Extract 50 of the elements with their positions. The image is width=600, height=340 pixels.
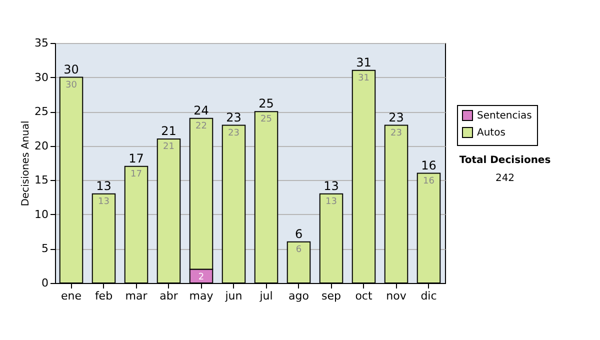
x-tick-label: nov bbox=[386, 290, 407, 302]
y-tick-label: 35 bbox=[34, 36, 48, 50]
data-label: 22 bbox=[196, 121, 207, 132]
y-tick-label: 15 bbox=[34, 174, 48, 187]
x-tick-label: feb bbox=[94, 290, 113, 302]
x-tick-label: ago bbox=[288, 290, 310, 302]
y-tick-label: 0 bbox=[42, 276, 48, 290]
data-label: 21 bbox=[163, 142, 174, 152]
data-label: 23 bbox=[390, 128, 402, 138]
x-tick-label: jul bbox=[258, 290, 273, 302]
y-tick-label: 5 bbox=[42, 242, 48, 256]
legend-label: Autos bbox=[477, 128, 506, 138]
data-label: 13 bbox=[326, 196, 337, 207]
total-label: 24 bbox=[194, 103, 209, 118]
x-tick-label: dic bbox=[420, 290, 437, 302]
total-label: 13 bbox=[324, 178, 339, 193]
total-label: 23 bbox=[388, 110, 404, 124]
x-tick-label: oct bbox=[355, 290, 373, 302]
total-label: 21 bbox=[161, 124, 176, 138]
total-label: 16 bbox=[421, 158, 436, 172]
x-tick-label: jun bbox=[224, 290, 242, 302]
y-tick-label: 30 bbox=[34, 70, 48, 84]
data-label: 23 bbox=[228, 128, 240, 138]
total-label: 31 bbox=[356, 55, 372, 70]
text: 242 bbox=[495, 173, 515, 184]
legend-label: Sentencias bbox=[477, 110, 532, 122]
y-tick-label: 10 bbox=[34, 208, 48, 221]
y-tick-label: 20 bbox=[34, 139, 48, 152]
x-tick-label: sep bbox=[322, 290, 342, 302]
total-label: 6 bbox=[294, 226, 303, 241]
data-label: 6 bbox=[296, 244, 302, 255]
total-label: 13 bbox=[96, 178, 112, 193]
x-tick-label: abr bbox=[160, 290, 178, 302]
x-tick-label: mar bbox=[125, 290, 148, 302]
data-label: 16 bbox=[423, 176, 435, 186]
total-label: 23 bbox=[226, 110, 242, 124]
data-label: 31 bbox=[358, 73, 370, 84]
data-label: 25 bbox=[260, 114, 272, 125]
text: Total Decisiones bbox=[459, 155, 551, 166]
data-label: 30 bbox=[66, 80, 78, 90]
x-tick-label: ene bbox=[60, 290, 82, 302]
y-tick-label: 25 bbox=[34, 105, 48, 118]
total-label: 25 bbox=[258, 96, 274, 111]
data-label: 17 bbox=[130, 169, 142, 180]
data-label: 2 bbox=[198, 272, 204, 282]
x-tick-label: may bbox=[189, 290, 214, 302]
y-axis-title: Decisiones Anual bbox=[20, 120, 32, 206]
total-label: 30 bbox=[64, 62, 79, 76]
data-label: 13 bbox=[98, 196, 110, 207]
total-label: 17 bbox=[128, 151, 144, 166]
